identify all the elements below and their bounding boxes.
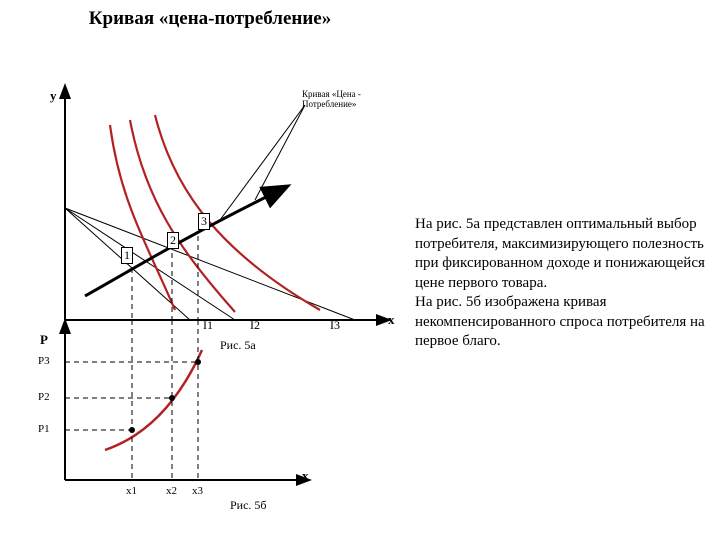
- p1-label: P1: [38, 423, 50, 435]
- point-label-3: 3: [198, 213, 210, 230]
- caption-b: Рис. 5б: [230, 498, 267, 513]
- x-label-a: x: [388, 312, 395, 328]
- page-title: Кривая «цена-потребление»: [0, 8, 420, 30]
- y-label-b: P: [40, 332, 48, 348]
- callout-label: Кривая «Цена - Потребление»: [302, 90, 382, 110]
- description-text: На рис. 5а представлен оптимальный выбор…: [415, 215, 710, 352]
- x3-label: x3: [192, 485, 203, 497]
- indiff-curve-2: [130, 120, 235, 312]
- demand-point-2: [169, 395, 175, 401]
- x-label-b: x: [302, 468, 309, 484]
- figure-5a: [0, 40, 410, 360]
- demand-point-3: [195, 359, 201, 365]
- callout-line-2: [255, 105, 305, 200]
- p2-label: P2: [38, 391, 50, 403]
- y-label-a: y: [50, 88, 57, 104]
- point-label-1: 1: [121, 247, 133, 264]
- point-label-2: 2: [167, 232, 179, 249]
- x2-label: x2: [166, 485, 177, 497]
- x1-label: x1: [126, 485, 137, 497]
- demand-curve: [105, 350, 202, 450]
- demand-point-1: [129, 427, 135, 433]
- p3-label: P3: [38, 355, 50, 367]
- callout-line-1: [220, 105, 305, 220]
